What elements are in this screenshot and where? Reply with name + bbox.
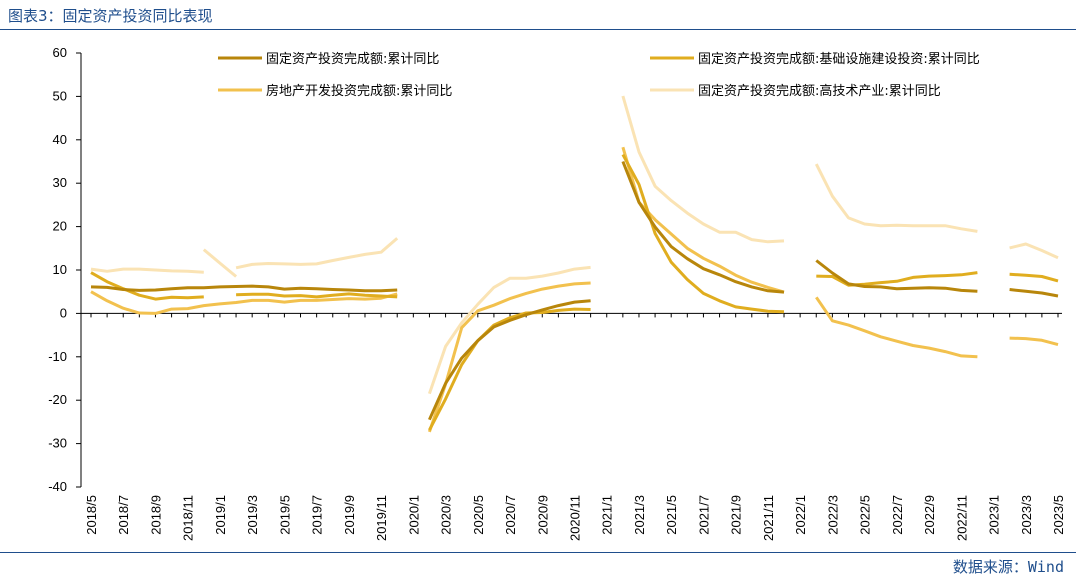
legend-label: 固定资产投资完成额:高技术产业:累计同比: [698, 83, 941, 99]
x-tick-label: 2021/7: [696, 495, 711, 535]
footer-rule: [0, 552, 1076, 553]
x-tick-label: 2023/1: [987, 495, 1002, 535]
x-tick-label: 2021/9: [729, 495, 744, 535]
x-tick-label: 2023/5: [1051, 495, 1066, 535]
x-tick-label: 2020/11: [568, 495, 583, 541]
data-source: 数据来源：Wind: [952, 558, 1064, 576]
x-tick-label: 2019/1: [213, 495, 228, 535]
series-line-3: [90, 95, 1059, 395]
x-tick-label: 2018/7: [116, 495, 131, 535]
x-tick-label: 2022/3: [825, 495, 840, 535]
series-line-2: [90, 146, 1059, 433]
series-lines: [90, 95, 1059, 433]
x-tick-label: 2019/9: [342, 495, 357, 535]
x-tick-label: 2022/1: [793, 495, 808, 535]
y-tick-label: -10: [48, 349, 67, 364]
x-tick-label: 2020/5: [471, 495, 486, 535]
chart-title: 图表3：固定资产投资同比表现: [8, 7, 213, 25]
x-tick-label: 2019/7: [310, 495, 325, 535]
y-tick-label: 20: [53, 219, 67, 234]
y-tick-label: -30: [48, 436, 67, 451]
axes: -40 -30 -20 -10 0 10 20 30 40 50 60 2018/5 2018/7 201…: [48, 45, 1066, 541]
x-tick-label: 2020/9: [535, 495, 550, 535]
y-tick-label: 50: [53, 88, 67, 103]
x-tick-label: 2018/5: [84, 495, 99, 535]
x-tick-label: 2019/3: [245, 495, 260, 535]
series-line-1: [90, 153, 1059, 431]
y-tick-label: 40: [53, 132, 67, 147]
y-tick-label: 60: [53, 45, 67, 60]
x-tick-label: 2021/11: [761, 495, 776, 541]
y-tick-label: -20: [48, 392, 67, 407]
x-tick-label: 2022/11: [954, 495, 969, 541]
y-tick-label: 30: [53, 175, 67, 190]
x-tick-label: 2020/7: [503, 495, 518, 535]
y-tick-label: -40: [48, 479, 67, 494]
x-tick-label: 2020/1: [406, 495, 421, 535]
x-tick-label: 2020/3: [439, 495, 454, 535]
series-line-0: [90, 160, 1059, 421]
legend-label: 固定资产投资完成额:基础设施建设投资:累计同比: [698, 51, 980, 67]
x-tick-label: 2022/9: [922, 495, 937, 535]
y-tick-label: 0: [60, 305, 67, 320]
x-tick-label: 2023/3: [1019, 495, 1034, 535]
title-rule: [0, 29, 1076, 30]
legend-label: 固定资产投资完成额:累计同比: [266, 51, 439, 67]
x-tick-label: 2021/1: [600, 495, 615, 535]
y-tick-label: 10: [53, 262, 67, 277]
x-tick-label: 2018/9: [148, 495, 163, 535]
x-tick-label: 2019/11: [374, 495, 389, 541]
x-tick-label: 2019/5: [277, 495, 292, 535]
legend-label: 房地产开发投资完成额:累计同比: [266, 83, 452, 99]
x-tick-label: 2021/3: [632, 495, 647, 535]
x-tick-label: 2022/7: [890, 495, 905, 535]
legend: 固定资产投资完成额:累计同比 固定资产投资完成额:基础设施建设投资:累计同比房地产…: [218, 51, 980, 99]
x-tick-label: 2022/5: [858, 495, 873, 535]
x-tick-label: 2018/11: [181, 495, 196, 541]
x-tick-label: 2021/5: [664, 495, 679, 535]
series-line-4: [202, 248, 238, 278]
